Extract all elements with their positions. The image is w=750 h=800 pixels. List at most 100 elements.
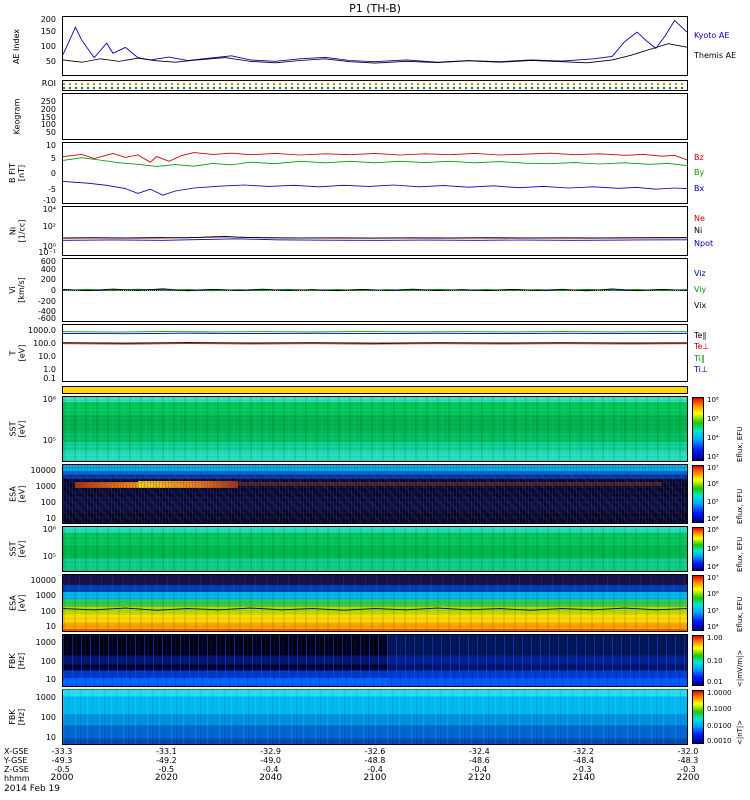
colorbar-label: <|nT|>: [736, 719, 744, 745]
series-plot-ae: [63, 19, 687, 64]
y-axis-tick: 10: [45, 141, 56, 150]
panel-vi: Vi [km/s] 600 400 200 0 -200 -400 -600 Viz Viy Vix: [0, 257, 750, 323]
axis-row-x-gse: X-GSE -33.3 -33.1 -32.9 -32.6 -32.4 -32.2 -32.0: [0, 747, 750, 756]
axis-row-label: hhmm: [4, 774, 30, 783]
colorbar-tick: 1.00: [707, 634, 723, 643]
y-axis-tick: -5: [48, 184, 56, 194]
y-axis-tick: -600: [37, 314, 56, 323]
y-axis-tick: 10000: [30, 575, 56, 585]
y-axis-tick: 150: [40, 112, 56, 122]
y-axis-tick: 50: [45, 128, 56, 138]
series-ni: [63, 236, 687, 239]
series-themis-ae: [63, 43, 687, 64]
axis-tick-value: -0.3: [680, 765, 696, 774]
panel-fbk-e: FBK [Hz] 1000 100 10 1.00 0.10 0.01 <|mV/m|>: [0, 634, 750, 687]
colorbar-tick: 10⁴: [707, 623, 719, 632]
plot-frame-ni: [62, 206, 688, 256]
axis-tick-value: -32.0: [677, 747, 699, 756]
y-axis-tick: 10⁵: [42, 552, 56, 562]
y-axis-tick: 10.0: [38, 351, 56, 361]
axis-tick-value: -48.4: [573, 756, 594, 765]
y-axis-tick: 100: [40, 607, 56, 617]
series-vix: [63, 288, 687, 292]
plot-frame-temp: [62, 324, 688, 382]
series-sc-potential: [63, 607, 687, 611]
y-axis-tick: 10: [45, 732, 56, 742]
colorbar-tick: 10⁶: [707, 396, 719, 404]
y-axis-tick: 100.0: [33, 339, 56, 349]
axis-row-z-gse: Z-GSE -0.5 -0.5 -0.4 -0.4 -0.4 -0.3 -0.3: [0, 765, 750, 774]
legend-label-themis-ae: Themis AE: [694, 51, 737, 60]
y-axis-tick: 50: [45, 57, 56, 66]
spectrogram-feature: [137, 480, 238, 489]
colorbar-tick: 10³: [707, 452, 719, 461]
axis-tick-value: 2100: [363, 773, 387, 783]
colorbar-label: Eflux, EFU: [736, 426, 744, 462]
y-axis-tick: -200: [37, 296, 56, 306]
spectrogram-feature: [237, 482, 663, 487]
axis-tick-value: -49.0: [260, 756, 281, 765]
y-axis-tick: -10: [42, 196, 56, 205]
legend-label-npot: Npot: [694, 238, 714, 248]
axis-tick-value: -32.6: [364, 747, 386, 756]
dotted-row: [63, 83, 687, 86]
y-axis-tick: 0.1: [43, 374, 56, 383]
axis-row-label: Z-GSE: [4, 765, 29, 774]
colorbar-tick: 10⁴: [707, 515, 719, 524]
y-axis-tick: 400: [40, 264, 56, 274]
panel-sst-ions: SST [eV] 10⁶ 10⁵ 10⁶ 10⁵ 10⁴ 10³ Eflux, EFU: [0, 395, 750, 462]
colorbar-tick: 10⁶: [707, 526, 719, 534]
colorbar-tick: 10⁷: [707, 464, 719, 472]
axis-tick-value: -48.6: [468, 756, 490, 765]
panel-fast-survey-bar: [0, 386, 750, 394]
axis-tick-value: 2200: [676, 773, 700, 783]
series-plot-vi: [63, 288, 687, 292]
y-axis-tick: 5: [50, 153, 56, 163]
y-axis-tick: 1000: [35, 482, 56, 492]
axis-tick-value: -32.2: [573, 747, 594, 756]
axis-row-hhmm: hhmm 2000 2020 2040 2100 2120 2140 2200: [0, 773, 750, 784]
legend-label-viy: Viy: [694, 285, 707, 294]
y-axis-tick: 200: [40, 275, 56, 285]
colorbar-tick: 10⁶: [707, 589, 719, 598]
legend-label-te-: Te⊥: [694, 342, 710, 352]
axis-tick-value: 2020: [154, 773, 178, 783]
colorbar-tick: 0.0010: [707, 737, 732, 745]
plot-frame-keogram: [62, 93, 688, 140]
colorbar-tick: 0.0100: [707, 721, 732, 730]
spectrogram-feature: [387, 635, 687, 686]
y-axis-tick: 200: [40, 104, 56, 114]
legend-label-bx: Bx: [694, 183, 705, 193]
axis-tick-value: -32.4: [468, 747, 490, 756]
colorbar-label: Eflux, EFU: [736, 596, 744, 632]
y-axis-tick: 10: [45, 675, 56, 685]
y-axis-label-sst-ions: SST [eV]: [0, 396, 34, 462]
colorbar-tick: 10⁵: [707, 497, 719, 506]
colorbar-fbk-b: [692, 690, 704, 744]
colorbar-tick: 10⁵: [707, 415, 719, 424]
plot-frame-sst-electrons: [62, 526, 688, 572]
series-kyoto-ae: [63, 19, 687, 63]
axis-tick-value: -0.4: [262, 765, 279, 774]
colorbar-tick: 10⁶: [707, 480, 719, 489]
y-axis-tick: 100: [40, 42, 56, 51]
panel-temp: T [eV] 1000.0 100.0 10.0 1.0 0.1 Te∥ Te⊥ Ti∥ Ti⊥: [0, 324, 750, 383]
axis-tick-value: -48.3: [677, 756, 699, 765]
legend-label-viz: Viz: [694, 269, 706, 278]
colorbar-esa-ions: [692, 465, 704, 523]
legend-label-ti-: Ti⊥: [694, 365, 708, 375]
y-axis-tick: 600: [40, 257, 56, 266]
axis-tick-value: -0.5: [158, 765, 175, 774]
axis-row-y-gse: Y-GSE -49.3 -49.2 -49.0 -48.8 -48.6 -48.4 -48.3: [0, 756, 750, 765]
colorbar-tick: 1.0000: [707, 689, 732, 697]
colorbar-fbk-e: [692, 635, 704, 686]
y-axis-tick: 10⁴: [42, 205, 56, 214]
y-axis-tick: 250: [40, 96, 56, 106]
series-npot: [63, 238, 687, 241]
series-by: [63, 157, 687, 167]
panel-ae: AE Index 200 150 100 50 Kyoto AE Themis AE: [0, 15, 750, 76]
spectrogram-feature: [75, 482, 138, 489]
y-axis-tick: 10000: [30, 466, 56, 475]
plot-frame-sst-ions: [62, 396, 688, 462]
axis-tick-value: -49.3: [51, 756, 73, 765]
